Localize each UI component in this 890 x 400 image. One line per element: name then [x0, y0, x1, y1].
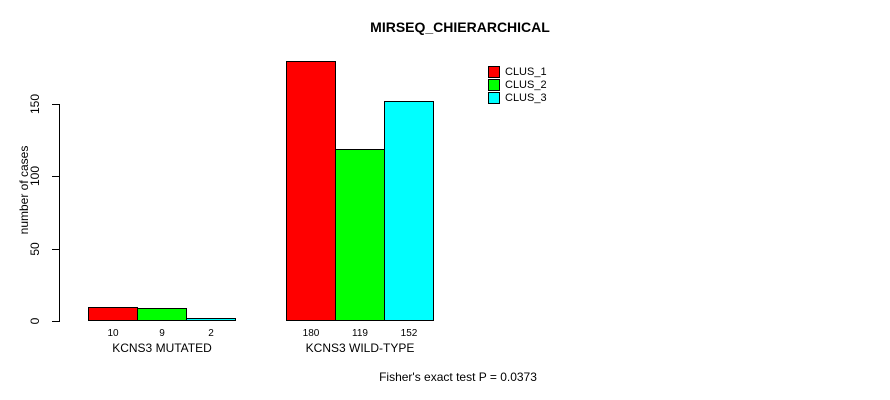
legend-item-clus_2: CLUS_2: [488, 79, 547, 91]
y-axis-label: number of cases: [17, 145, 31, 235]
bar-value-label: 2: [208, 328, 214, 339]
bar-clus_1: [286, 61, 336, 321]
bar-value-label: 152: [400, 328, 418, 339]
bar-value-label: 119: [352, 328, 368, 339]
legend-label: CLUS_3: [505, 92, 547, 104]
annotation-text: Fisher's exact test P = 0.0373: [379, 370, 537, 384]
y-axis-tick: [52, 321, 59, 322]
bar-clus_2: [137, 308, 187, 321]
x-axis-group-label: KCNS3 WILD-TYPE: [305, 341, 415, 355]
y-axis-tick: [52, 249, 59, 250]
y-axis-tick-label: 150: [28, 93, 42, 115]
bar-clus_3: [384, 101, 434, 321]
x-axis-group-label: KCNS3 MUTATED: [112, 341, 212, 355]
legend-item-clus_1: CLUS_1: [488, 66, 547, 78]
y-axis-tick: [52, 176, 59, 177]
bar-value-label: 10: [107, 328, 119, 339]
chart-title: MIRSEQ_CHIERARCHICAL: [370, 19, 550, 35]
legend-swatch: [488, 92, 500, 104]
bar-value-label: 9: [159, 328, 165, 339]
bar-clus_3: [186, 318, 236, 321]
y-axis-tick-label: 50: [28, 242, 42, 256]
legend-swatch: [488, 79, 500, 91]
bar-value-label: 180: [302, 328, 320, 339]
bar-clus_2: [335, 149, 385, 321]
legend-label: CLUS_2: [505, 79, 547, 91]
y-axis-tick-label: 100: [28, 165, 42, 187]
y-axis-tick: [52, 104, 59, 105]
bar-clus_1: [88, 307, 138, 321]
y-axis-tick-label: 0: [28, 317, 42, 325]
legend-item-clus_3: CLUS_3: [488, 92, 547, 104]
y-axis-line: [59, 104, 60, 322]
legend-swatch: [488, 66, 500, 78]
legend-label: CLUS_1: [505, 66, 547, 78]
